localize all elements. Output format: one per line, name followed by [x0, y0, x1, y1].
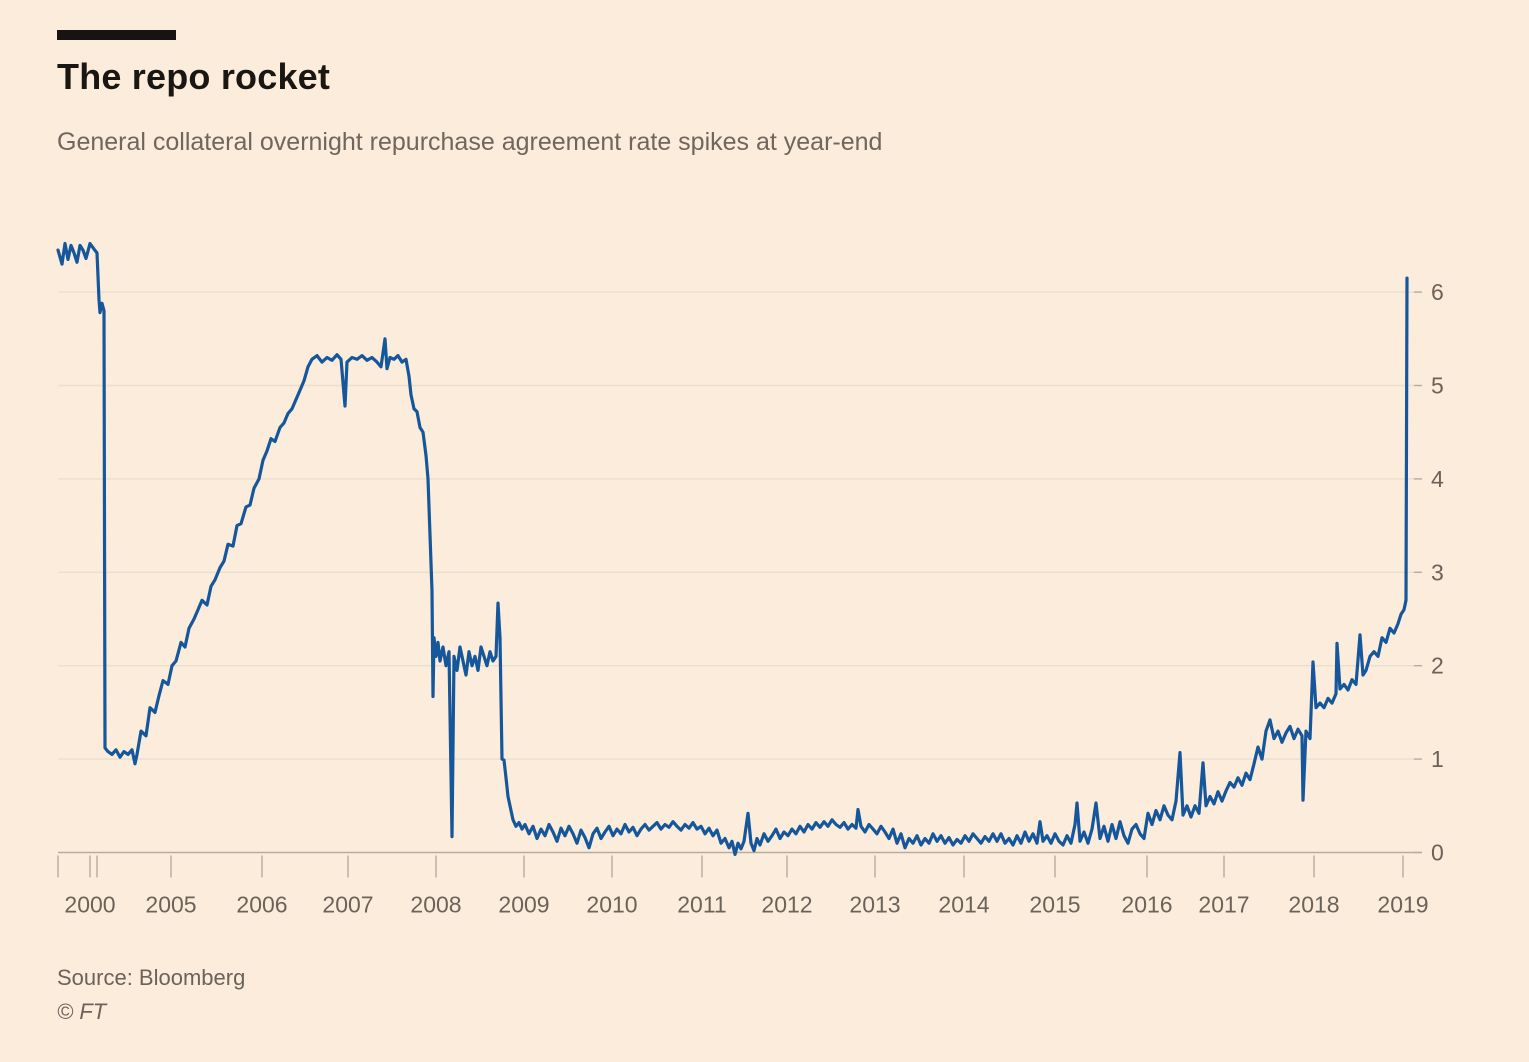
- x-tick-label: 2013: [849, 892, 900, 918]
- x-tick-label: 2006: [236, 892, 287, 918]
- x-tick-label: 2014: [938, 892, 989, 918]
- rate-line: [56, 241, 1409, 857]
- x-tick-label: 2011: [677, 892, 726, 918]
- copyright-note: © FT: [57, 999, 107, 1024]
- x-tick-label: 2018: [1288, 892, 1339, 918]
- x-tick-label: 2015: [1029, 892, 1080, 918]
- x-tick-label: 2008: [410, 892, 461, 918]
- x-tick-label: 2016: [1121, 892, 1172, 918]
- y-tick-label: 4: [1431, 466, 1444, 492]
- page-title: The repo rocket: [57, 56, 331, 97]
- y-tick-label: 0: [1431, 840, 1444, 866]
- x-tick-label: 2007: [322, 892, 373, 918]
- x-tick-label: 2005: [145, 892, 196, 918]
- x-tick-label: 2009: [498, 892, 549, 918]
- x-tick-label: 2017: [1198, 892, 1249, 918]
- x-tick-label: 2019: [1377, 892, 1428, 918]
- y-tick-label: 1: [1431, 746, 1444, 772]
- y-tick-label: 2: [1431, 653, 1444, 679]
- repo-rate-chart: 0 1 2 3 4 5 6 2000 2005 2006 2007 2008 2009 2010 2011 2…: [56, 241, 1444, 918]
- source-note: Source: Bloomberg: [57, 965, 246, 990]
- title-accent-bar: [57, 30, 176, 40]
- x-tick-label: 2000: [64, 892, 115, 918]
- x-tick-label: 2010: [586, 892, 637, 918]
- x-tick-label: 2012: [761, 892, 812, 918]
- y-tick-label: 3: [1431, 559, 1444, 585]
- y-tick-label: 5: [1431, 373, 1444, 399]
- y-tick-label: 6: [1431, 279, 1444, 305]
- chart-subtitle: General collateral overnight repurchase …: [57, 128, 883, 156]
